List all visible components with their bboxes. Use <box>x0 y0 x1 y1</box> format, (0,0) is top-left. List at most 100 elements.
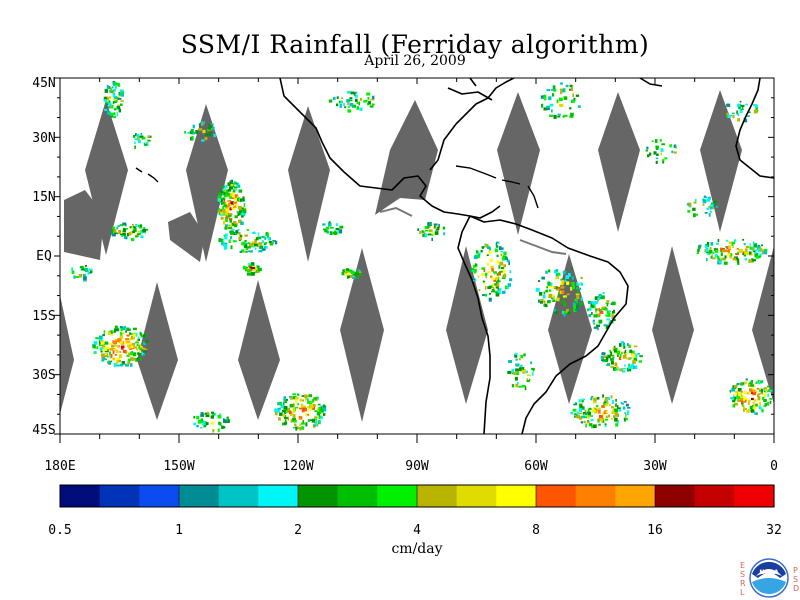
rain-pixel <box>611 400 614 405</box>
rain-pixel <box>118 92 121 96</box>
rain-pixel <box>509 278 513 282</box>
rain-pixel <box>590 397 593 401</box>
rain-pixel <box>111 226 115 230</box>
rain-pixel <box>592 304 596 309</box>
rain-pixel <box>290 419 293 423</box>
rain-pixel <box>134 145 137 149</box>
rain-pixel <box>280 405 284 409</box>
rain-pixel <box>313 424 317 427</box>
map-title: SSM/I Rainfall (Ferriday algorithm) <box>180 30 650 59</box>
rain-pixel <box>737 261 740 265</box>
rain-pixel <box>109 95 112 100</box>
rain-pixel <box>499 261 504 266</box>
rain-pixel <box>251 241 256 245</box>
rain-pixel <box>580 297 583 301</box>
rain-pixel <box>140 335 144 338</box>
rain-pixel <box>213 133 216 138</box>
rain-pixel <box>622 406 626 410</box>
rain-pixel <box>254 243 258 247</box>
rain-pixel <box>224 211 228 216</box>
rain-pixel <box>708 213 711 217</box>
rain-pixel <box>307 419 312 421</box>
rain-pixel <box>613 345 616 349</box>
rain-pixel <box>601 359 605 362</box>
rain-pixel <box>576 287 579 290</box>
rain-pixel <box>740 104 745 107</box>
rain-pixel <box>191 131 196 135</box>
rain-pixel <box>116 227 119 230</box>
rain-pixel <box>573 413 578 416</box>
rain-pixel <box>312 406 315 410</box>
rain-pixel <box>136 348 138 351</box>
rain-pixel <box>318 412 321 417</box>
rain-pixel <box>539 301 543 304</box>
colorbar-label: 8 <box>532 523 540 538</box>
rain-pixel <box>316 423 319 427</box>
rain-pixel <box>143 142 146 145</box>
rain-pixel <box>478 289 481 292</box>
rain-pixel <box>88 268 93 271</box>
rain-pixel <box>208 132 212 136</box>
rain-pixel <box>578 412 583 415</box>
rain-pixel <box>193 422 197 426</box>
rain-pixel <box>292 393 296 396</box>
rain-pixel <box>198 128 202 131</box>
rain-pixel <box>200 418 204 423</box>
rain-pixel <box>478 252 481 256</box>
rain-pixel <box>710 242 714 246</box>
rain-pixel <box>596 397 600 400</box>
rain-pixel <box>574 306 579 311</box>
rain-pixel <box>328 99 333 103</box>
rain-pixel <box>357 269 361 272</box>
lat-label: 30N <box>32 131 55 146</box>
rain-pixel <box>715 205 719 208</box>
map-date: April 26, 2009 <box>364 53 466 69</box>
rain-pixel <box>483 280 486 285</box>
rain-pixel <box>328 221 331 224</box>
rain-pixel <box>737 398 740 402</box>
rain-pixel <box>514 354 518 358</box>
rain-pixel <box>234 197 238 201</box>
rain-pixel <box>225 216 229 220</box>
rain-pixel <box>563 96 568 100</box>
rain-pixel <box>284 401 288 404</box>
rain-pixel <box>493 279 497 282</box>
rain-pixel <box>326 230 329 234</box>
rain-pixel <box>500 253 503 257</box>
rain-pixel <box>131 342 135 346</box>
rain-pixel <box>490 265 494 270</box>
colorbar-label: 2 <box>294 523 302 538</box>
rain-pixel <box>614 349 617 353</box>
rain-pixel <box>759 388 762 392</box>
rain-pixel <box>567 273 571 277</box>
rain-pixel <box>261 248 266 251</box>
rain-pixel <box>269 243 274 246</box>
rain-pixel <box>587 409 590 412</box>
rain-pixel <box>606 302 609 307</box>
rain-pixel <box>615 423 619 427</box>
rain-pixel <box>137 139 141 144</box>
rain-pixel <box>578 408 583 412</box>
colorbar-label: 32 <box>766 523 782 538</box>
rain-pixel <box>627 343 629 347</box>
rain-pixel <box>548 293 553 297</box>
rain-pixel <box>322 404 325 408</box>
rain-pixel <box>519 367 522 371</box>
rain-pixel <box>583 416 588 419</box>
rain-pixel <box>611 411 615 414</box>
rain-pixel <box>748 259 753 263</box>
rain-pixel <box>566 293 570 296</box>
rain-pixel <box>698 245 701 248</box>
rain-pixel <box>330 227 334 229</box>
rain-pixel <box>230 180 233 184</box>
rain-pixel <box>434 230 437 233</box>
rain-pixel <box>484 272 488 276</box>
rain-pixel <box>499 270 503 273</box>
rain-pixel <box>299 426 302 431</box>
colorbar-swatch <box>615 485 656 507</box>
rain-pixel <box>292 409 296 413</box>
rain-pixel <box>127 360 131 365</box>
rain-pixel <box>629 344 631 348</box>
rain-pixel <box>582 412 587 416</box>
rain-pixel <box>754 249 757 254</box>
